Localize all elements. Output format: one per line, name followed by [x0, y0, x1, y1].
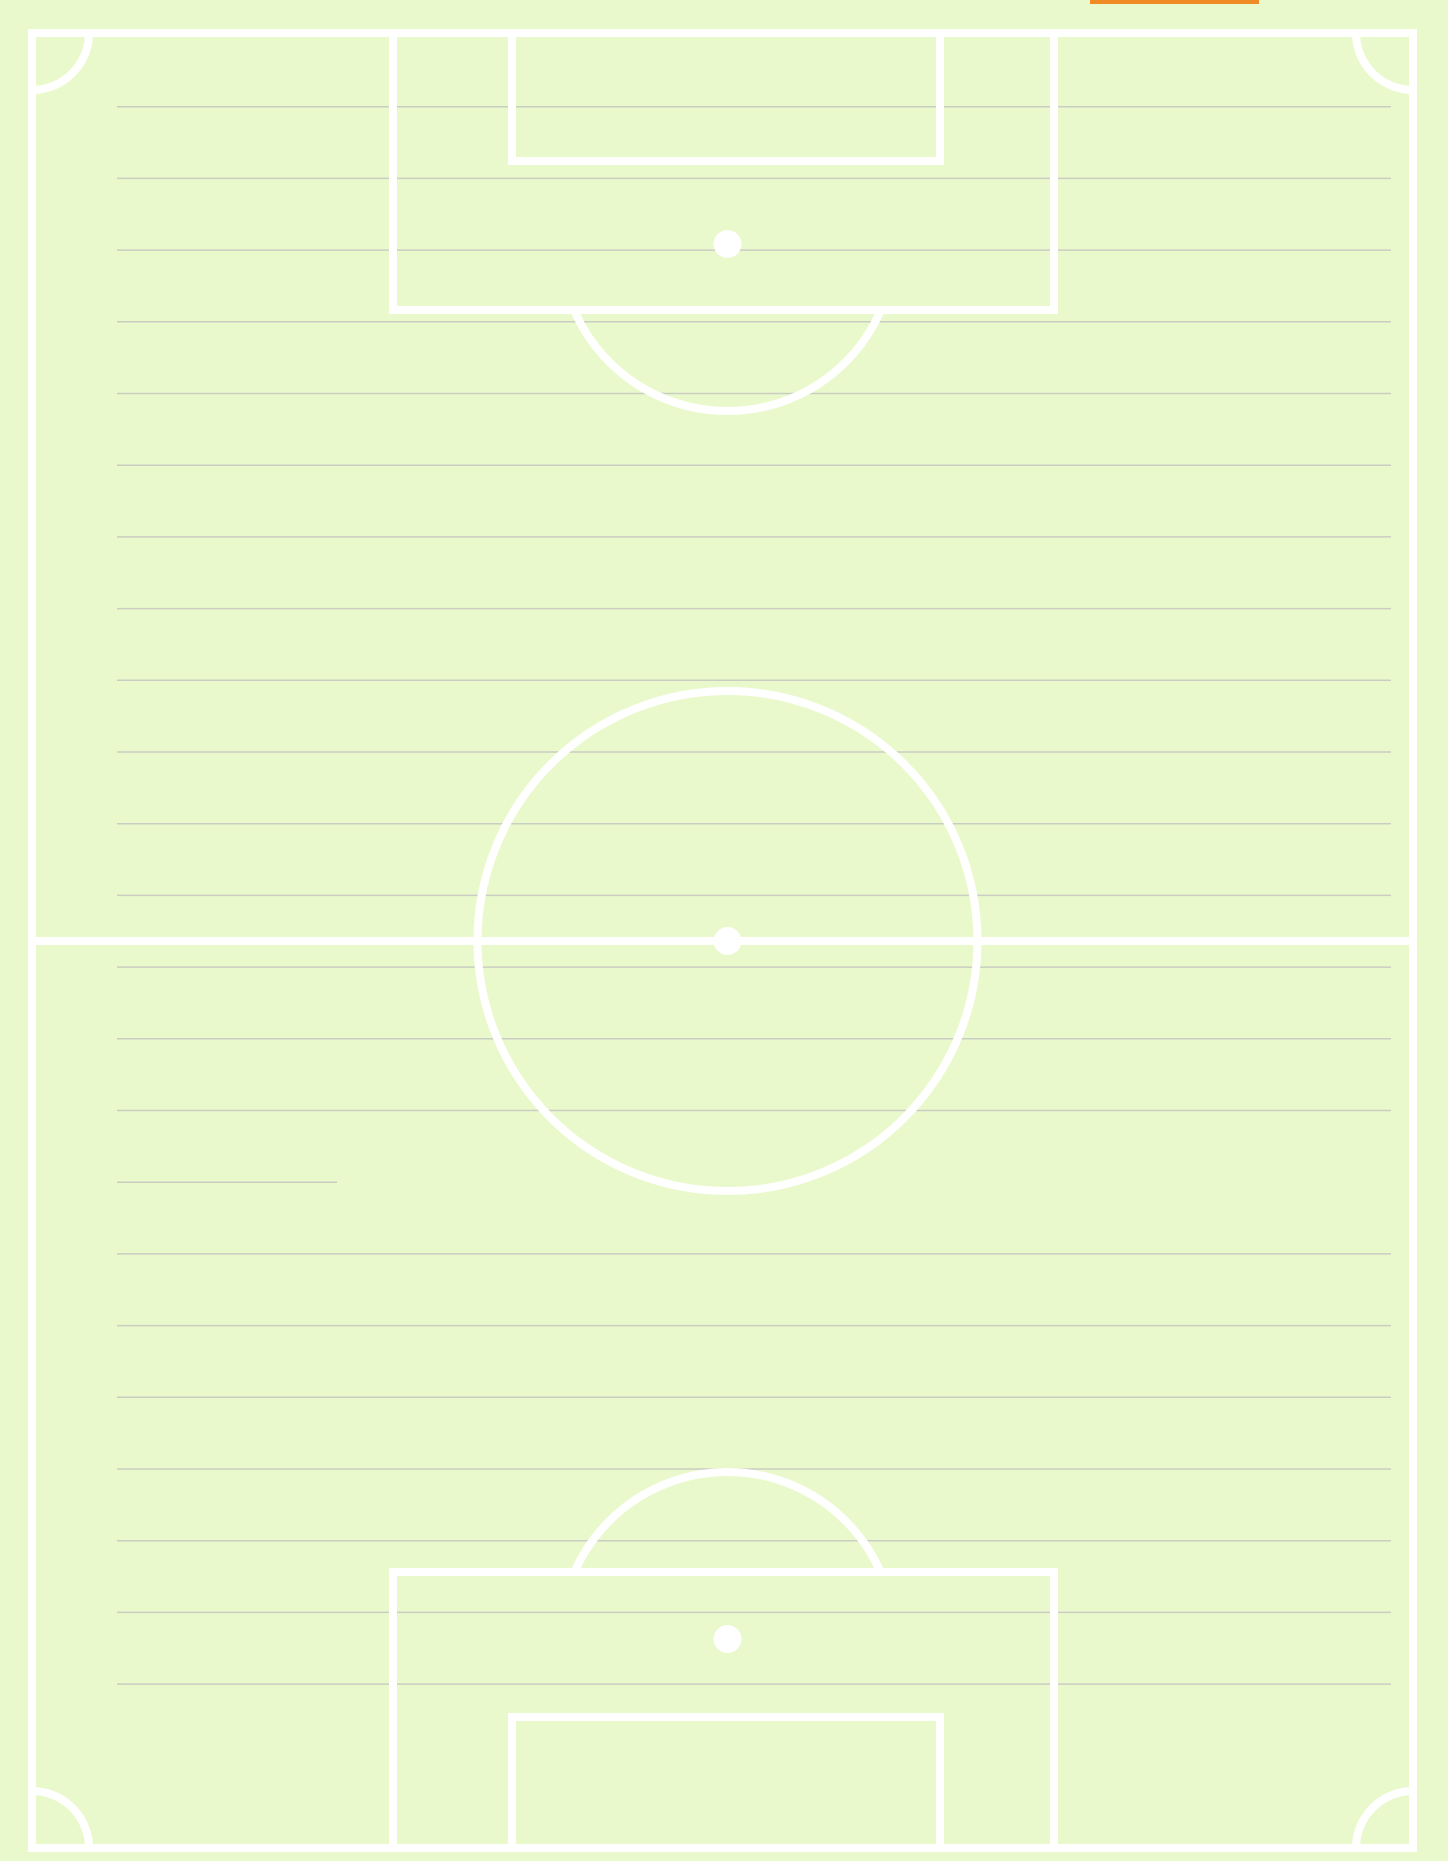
page: Pitch {} html, body { margin: 0; padding… [0, 0, 1448, 1861]
penalty-spot-top [714, 230, 742, 258]
body: (() => { const svg = document.getElement… [0, 0, 1448, 1861]
penalty-spot-bottom [714, 1625, 742, 1653]
center-spot [714, 927, 742, 955]
pitch-sheet [0, 0, 1448, 1861]
tab-indicator [1090, 0, 1259, 4]
